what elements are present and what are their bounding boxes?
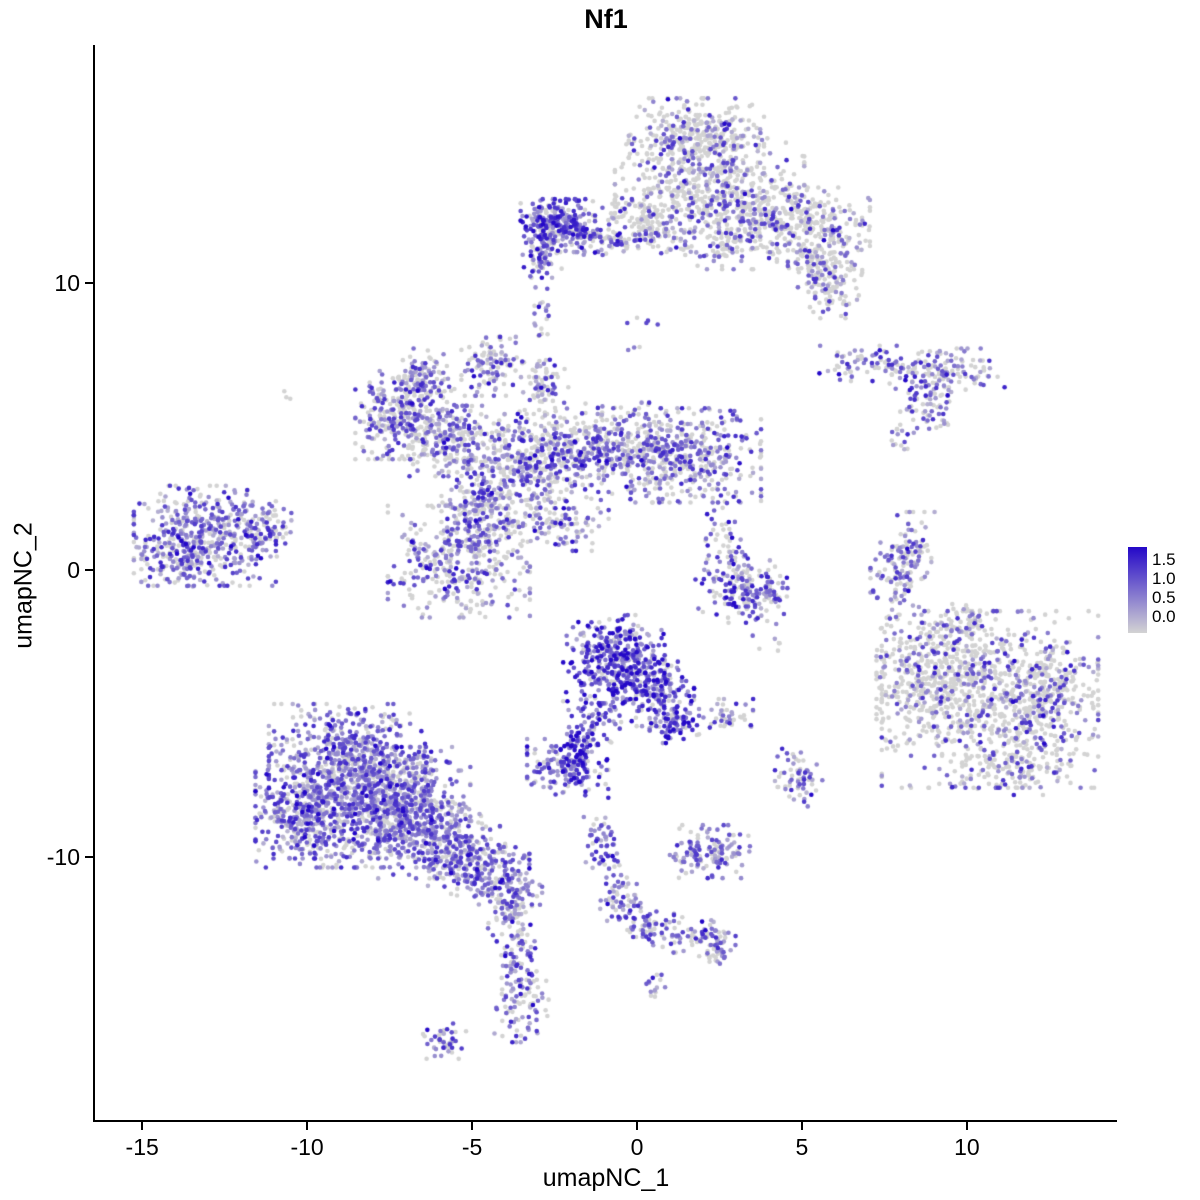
y-tick-mark bbox=[85, 856, 93, 859]
x-tick-label: 10 bbox=[954, 1134, 980, 1160]
y-tick-label: 10 bbox=[54, 270, 80, 297]
x-axis-line bbox=[93, 1120, 1117, 1122]
x-tick-label: -15 bbox=[125, 1134, 159, 1160]
legend-tick-label: 0.5 bbox=[1152, 588, 1176, 607]
chart-title: Nf1 bbox=[584, 4, 628, 34]
x-axis-label: umapNC_1 bbox=[542, 1164, 670, 1192]
x-tick-label: 0 bbox=[630, 1134, 644, 1160]
x-tick-mark bbox=[800, 1122, 803, 1130]
colorbar-gradient bbox=[1128, 547, 1147, 633]
legend-tick-label: 1.0 bbox=[1152, 569, 1176, 588]
legend-tick-label: 1.5 bbox=[1152, 550, 1176, 569]
y-axis-label: umapNC_2 bbox=[9, 522, 38, 649]
colorbar-legend: 1.5 1.0 0.5 0.0 bbox=[1126, 545, 1200, 637]
x-tick-mark bbox=[141, 1122, 144, 1130]
x-tick-mark bbox=[306, 1122, 309, 1130]
y-tick-label: 0 bbox=[67, 557, 80, 584]
y-tick-label: -10 bbox=[46, 844, 80, 871]
legend-tick-label: 0.0 bbox=[1152, 607, 1176, 626]
y-axis-line bbox=[93, 45, 95, 1122]
x-tick-label: -10 bbox=[290, 1134, 324, 1160]
y-tick-mark bbox=[85, 282, 93, 285]
umap-scatter-canvas bbox=[95, 45, 1117, 1121]
x-tick-label: -5 bbox=[461, 1134, 483, 1160]
x-tick-label: 5 bbox=[795, 1134, 809, 1160]
x-tick-mark bbox=[471, 1122, 474, 1130]
x-tick-mark bbox=[636, 1122, 638, 1130]
x-tick-mark bbox=[965, 1122, 968, 1130]
y-tick-mark bbox=[85, 569, 93, 572]
